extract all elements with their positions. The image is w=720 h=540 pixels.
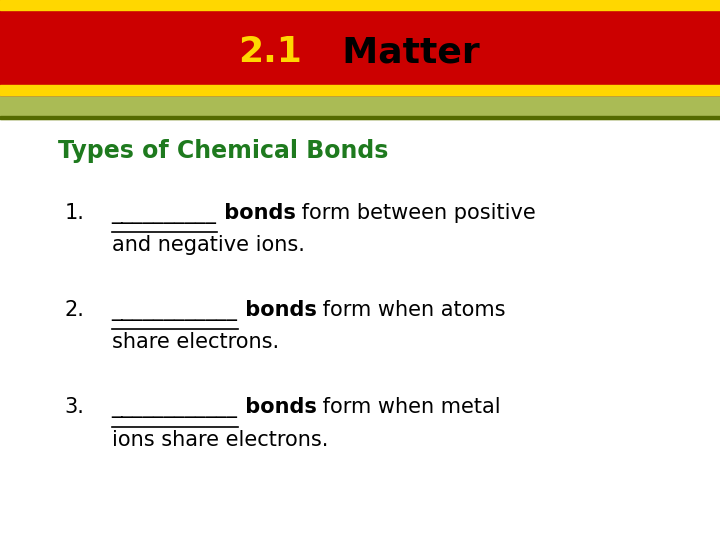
Text: share electrons.: share electrons. [112, 332, 279, 352]
Text: bonds: bonds [238, 397, 317, 417]
Bar [0, 116, 720, 119]
Text: form between positive: form between positive [295, 202, 536, 222]
Text: form when atoms: form when atoms [317, 300, 506, 320]
Text: ____________: ____________ [112, 301, 238, 321]
Text: ions share electrons.: ions share electrons. [112, 429, 328, 449]
Text: Types of Chemical Bonds: Types of Chemical Bonds [58, 139, 388, 163]
Text: bonds: bonds [238, 300, 317, 320]
Bar [0, 0, 720, 94]
Text: ____________: ____________ [112, 398, 238, 418]
Text: 3.: 3. [65, 397, 85, 417]
Text: 2.: 2. [65, 300, 85, 320]
Bar [0, 0, 720, 10]
Bar [0, 85, 720, 94]
Text: Matter: Matter [317, 35, 480, 69]
Text: and negative ions.: and negative ions. [112, 235, 305, 255]
Text: __________: __________ [112, 204, 217, 224]
Text: 1.: 1. [65, 202, 85, 222]
Text: bonds: bonds [217, 202, 295, 222]
Text: form when metal: form when metal [317, 397, 501, 417]
Bar [0, 94, 720, 119]
Text: 2.1: 2.1 [238, 35, 302, 69]
